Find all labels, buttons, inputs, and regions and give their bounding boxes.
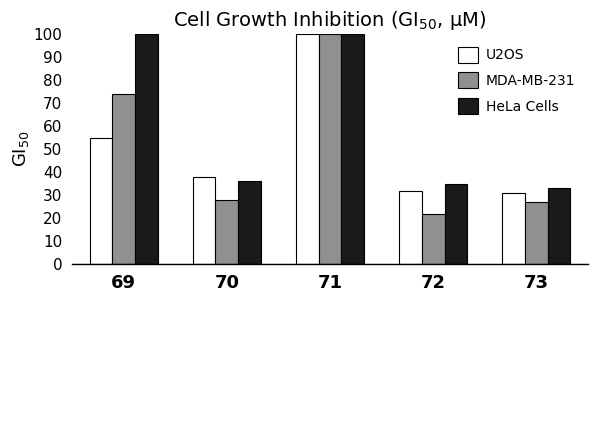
Bar: [135, 34, 158, 264]
Bar: [548, 188, 571, 264]
Bar: [296, 34, 319, 264]
Bar: [399, 190, 422, 264]
Bar: [319, 34, 341, 264]
Bar: [341, 34, 364, 264]
Bar: [89, 138, 112, 264]
Bar: [445, 184, 467, 264]
Bar: [502, 193, 525, 264]
Bar: [422, 213, 445, 264]
Bar: [215, 200, 238, 264]
Y-axis label: GI$_{50}$: GI$_{50}$: [11, 131, 31, 167]
Bar: [238, 181, 261, 264]
Title: Cell Growth Inhibition (GI$_{50}$, μM): Cell Growth Inhibition (GI$_{50}$, μM): [173, 9, 487, 32]
Legend: U2OS, MDA-MB-231, HeLa Cells: U2OS, MDA-MB-231, HeLa Cells: [452, 41, 581, 120]
Bar: [112, 94, 135, 264]
Bar: [193, 177, 215, 264]
Bar: [525, 202, 548, 264]
